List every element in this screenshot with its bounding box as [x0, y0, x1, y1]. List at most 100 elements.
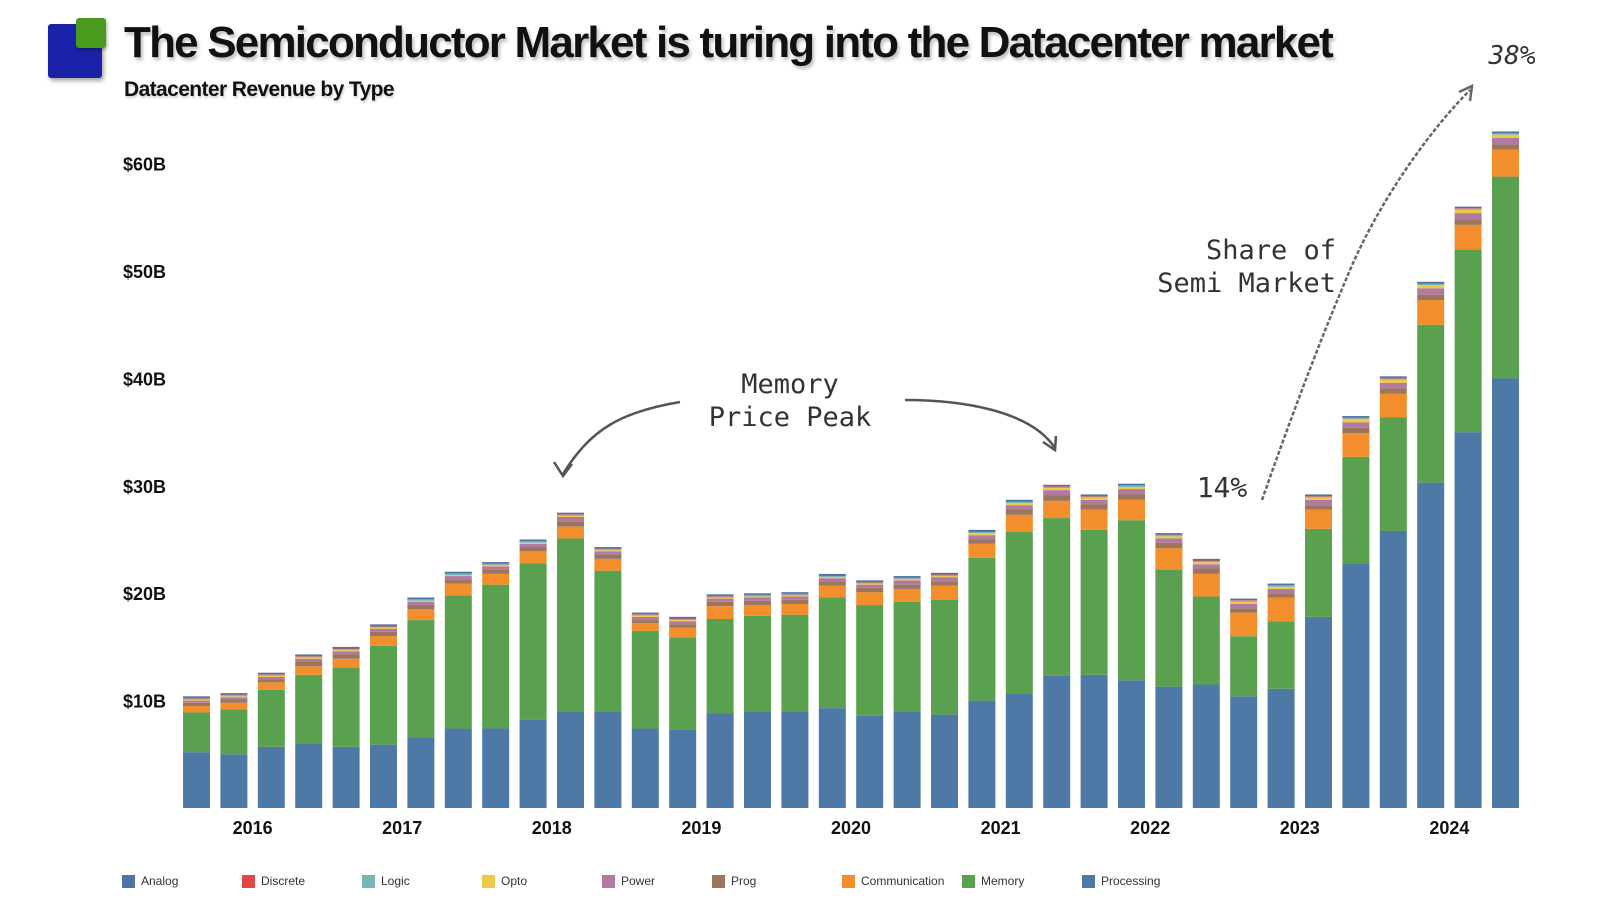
- bar-segment-memory: [594, 570, 622, 712]
- company-logo: [48, 18, 108, 80]
- bar-segment-opto: [482, 565, 510, 567]
- bar-segment-power: [1305, 499, 1332, 506]
- bar-segment-opto: [1005, 503, 1033, 506]
- bar-segment-opto: [332, 650, 360, 652]
- bar-segment-memory: [744, 615, 771, 712]
- x-tick-label: 2022: [1130, 818, 1170, 838]
- bar-segment-discrete: [706, 595, 734, 597]
- bar-stack: [183, 696, 210, 808]
- bar-stack: [781, 592, 809, 808]
- memory-peak-label-line2: Price Peak: [709, 402, 872, 433]
- bar-segment-processing: [1118, 680, 1145, 808]
- left-arrow-line: [561, 400, 681, 475]
- bar-segment-logic: [257, 674, 285, 676]
- bar-segment-opto: [519, 542, 547, 544]
- bar-segment-discrete: [1118, 485, 1145, 486]
- bar-segment-prog: [1342, 427, 1370, 434]
- bar-segment-logic: [1342, 418, 1370, 420]
- bar-stack: [931, 572, 958, 808]
- bar-segment-discrete: [1379, 377, 1407, 379]
- bar-segment-memory: [407, 620, 435, 738]
- bar-segment-power: [669, 621, 697, 625]
- bar-segment-power: [444, 576, 472, 580]
- legend-swatch: [602, 874, 615, 888]
- bar-segment-opto: [893, 579, 921, 581]
- bar-segment-analog: [931, 572, 958, 575]
- bar-segment-discrete: [482, 563, 510, 565]
- bar-stack: [1267, 583, 1295, 808]
- bar-segment-discrete: [1267, 585, 1295, 586]
- bar-segment-communication: [519, 551, 547, 564]
- legend-item-processing: Processing: [1082, 874, 1160, 888]
- bar-segment-opto: [781, 595, 809, 597]
- bar-segment-processing: [557, 711, 584, 808]
- bar-segment-power: [1492, 137, 1519, 145]
- bar-stack: [482, 562, 510, 808]
- legend-swatch: [1082, 874, 1095, 888]
- bar-segment-analog: [1342, 416, 1370, 418]
- bar-stack: [444, 571, 472, 808]
- bar-segment-prog: [519, 547, 547, 552]
- bar-segment-prog: [370, 631, 397, 637]
- bar-segment-opto: [1080, 497, 1108, 500]
- bar-stack: [1155, 533, 1183, 808]
- legend-label: Communication: [861, 874, 945, 888]
- bar-segment-discrete: [968, 531, 996, 533]
- bar-segment-prog: [968, 539, 996, 544]
- bar-segment-logic: [818, 576, 846, 578]
- legend-swatch: [712, 874, 725, 888]
- bar-segment-analog: [407, 597, 435, 600]
- legend-item-opto: Opto: [482, 874, 527, 888]
- bar-segment-power: [744, 597, 771, 601]
- bar-segment-power: [332, 651, 360, 655]
- bar-segment-communication: [1267, 597, 1295, 622]
- y-tick-label: $10B: [123, 692, 166, 712]
- bar-segment-processing: [1492, 378, 1519, 808]
- bar-segment-prog: [407, 605, 435, 610]
- bar-segment-processing: [370, 744, 397, 808]
- bar-segment-processing: [482, 728, 510, 808]
- bar-segment-memory: [183, 712, 210, 753]
- bar-stack: [519, 539, 547, 808]
- bar-segment-processing: [781, 711, 809, 808]
- bar-segment-prog: [295, 661, 323, 667]
- bar-segment-discrete: [594, 548, 622, 550]
- y-tick-label: $50B: [123, 262, 166, 282]
- bar-segment-opto: [931, 576, 958, 578]
- bar-segment-power: [1267, 588, 1295, 594]
- memory-peak-annotation: Memory Price Peak: [552, 369, 1058, 479]
- bar-segment-processing: [1005, 693, 1033, 808]
- legend-label: Analog: [141, 874, 179, 888]
- bar-stack: [220, 693, 248, 808]
- bar-segment-communication: [1417, 300, 1445, 325]
- legend-item-power: Power: [602, 874, 655, 888]
- bar-segment-communication: [856, 592, 884, 606]
- legend-label: Discrete: [261, 874, 306, 888]
- bar-segment-prog: [781, 599, 809, 604]
- bar-segment-communication: [706, 606, 734, 620]
- bar-segment-communication: [1043, 500, 1071, 519]
- bar-segment-communication: [220, 702, 248, 710]
- bar-segment-processing: [444, 728, 472, 808]
- bar-segment-power: [931, 577, 958, 582]
- bar-segment-power: [1454, 213, 1482, 220]
- bar-segment-memory: [669, 637, 697, 730]
- bar-segment-memory: [1305, 528, 1332, 617]
- bar-segment-communication: [257, 682, 285, 690]
- bar-segment-power: [781, 596, 809, 600]
- y-tick-label: $60B: [123, 155, 166, 175]
- bar-segment-processing: [1342, 563, 1370, 808]
- bar-segment-processing: [744, 711, 771, 808]
- bar-stack: [1492, 131, 1519, 808]
- bar-segment-discrete: [183, 697, 210, 699]
- bar-segment-opto: [1267, 586, 1295, 589]
- bar-segment-logic: [594, 549, 622, 551]
- bar-segment-prog: [893, 584, 921, 589]
- chart-subtitle: Datacenter Revenue by Type: [124, 78, 395, 101]
- bar-segment-logic: [669, 619, 697, 621]
- share-annotation: Share of Semi Market 14% 38%: [1157, 41, 1536, 504]
- bar-segment-opto: [856, 583, 884, 585]
- bar-segment-logic: [1043, 486, 1071, 488]
- bar-segment-communication: [1492, 149, 1519, 177]
